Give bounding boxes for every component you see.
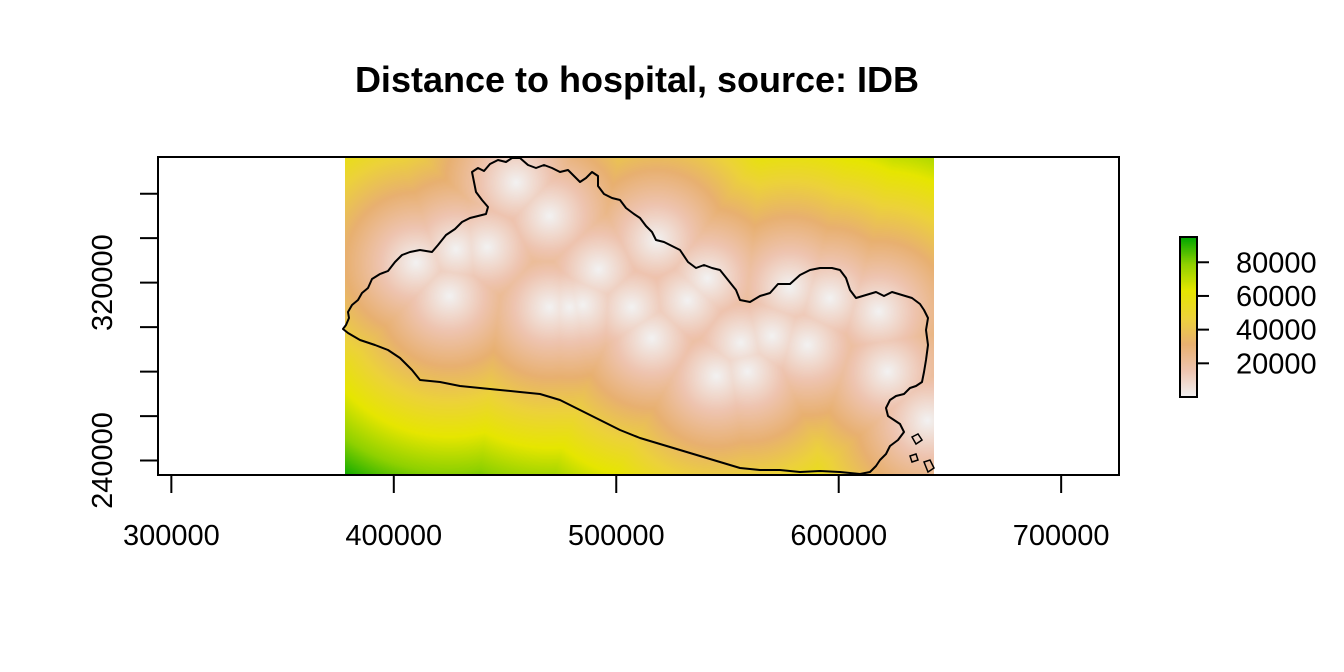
legend-color-step: [1180, 339, 1197, 342]
legend-color-step: [1180, 307, 1197, 310]
legend-color-step: [1180, 323, 1197, 326]
y-tick-label: 320000: [87, 234, 119, 331]
legend-color-step: [1180, 251, 1197, 254]
y-axis: 240000 320000: [87, 192, 159, 509]
legend-color-step: [1180, 319, 1197, 322]
x-tick-label: 400000: [345, 520, 442, 552]
legend-color-step: [1180, 247, 1197, 250]
legend-color-step: [1180, 393, 1197, 396]
legend-color-step: [1180, 341, 1197, 344]
legend-color-step: [1180, 243, 1197, 246]
legend-color-step: [1180, 299, 1197, 302]
legend-tick-label: 20000: [1236, 348, 1317, 380]
legend-color-step: [1180, 271, 1197, 274]
y-tick-label: 240000: [87, 412, 119, 509]
legend-color-step: [1180, 387, 1197, 390]
legend-color-step: [1180, 359, 1197, 362]
legend-color-step: [1180, 301, 1197, 304]
legend-color-step: [1180, 291, 1197, 294]
legend-color-step: [1180, 277, 1197, 280]
distance-raster-image: [345, 157, 934, 475]
legend-color-step: [1180, 355, 1197, 358]
legend-color-step: [1180, 391, 1197, 394]
legend-color-step: [1180, 289, 1197, 292]
legend-color-step: [1180, 357, 1197, 360]
legend-color-step: [1180, 295, 1197, 298]
legend-color-step: [1180, 383, 1197, 386]
chart-title: Distance to hospital, source: IDB: [355, 59, 919, 100]
legend-color-step: [1180, 257, 1197, 260]
legend-color-step: [1180, 365, 1197, 368]
legend-tick-label: 60000: [1236, 281, 1317, 313]
legend-color-step: [1180, 327, 1197, 330]
legend-color-step: [1180, 329, 1197, 332]
legend-color-step: [1180, 343, 1197, 346]
legend-color-step: [1180, 255, 1197, 258]
legend-color-step: [1180, 363, 1197, 366]
legend-color-step: [1180, 381, 1197, 384]
legend-color-step: [1180, 379, 1197, 382]
legend-color-step: [1180, 309, 1197, 312]
legend-color-step: [1180, 347, 1197, 350]
legend-color-step: [1180, 287, 1197, 290]
legend-color-step: [1180, 237, 1197, 240]
legend-color-step: [1180, 331, 1197, 334]
country-border: [342, 157, 935, 475]
legend-color-step: [1180, 313, 1197, 316]
x-tick-label: 500000: [568, 520, 665, 552]
legend-color-step: [1180, 337, 1197, 340]
x-tick-label: 300000: [123, 520, 220, 552]
legend-color-step: [1180, 269, 1197, 272]
x-tick-label: 700000: [1013, 520, 1110, 552]
legend-color-step: [1180, 303, 1197, 306]
legend-color-step: [1180, 333, 1197, 336]
legend-tick-label: 40000: [1236, 315, 1317, 347]
legend-color-step: [1180, 273, 1197, 276]
x-axis: 300000 400000 500000 600000 700000: [123, 474, 1110, 552]
legend-color-step: [1180, 321, 1197, 324]
legend-color-step: [1180, 241, 1197, 244]
legend-color-step: [1180, 369, 1197, 372]
legend-color-step: [1180, 349, 1197, 352]
legend-color-step: [1180, 317, 1197, 320]
legend-color-step: [1180, 345, 1197, 348]
legend-tick-label: 80000: [1236, 247, 1317, 279]
legend-color-step: [1180, 249, 1197, 252]
legend-color-step: [1180, 361, 1197, 364]
x-tick-label: 600000: [790, 520, 887, 552]
legend-color-step: [1180, 389, 1197, 392]
legend-color-step: [1180, 367, 1197, 370]
legend-color-step: [1180, 259, 1197, 262]
legend-color-step: [1180, 373, 1197, 376]
legend-color-step: [1180, 385, 1197, 388]
legend-color-step: [1180, 293, 1197, 296]
legend-color-step: [1180, 353, 1197, 356]
legend-color-step: [1180, 275, 1197, 278]
legend-color-step: [1180, 371, 1197, 374]
legend-color-step: [1180, 253, 1197, 256]
legend-color-step: [1180, 315, 1197, 318]
legend-color-step: [1180, 265, 1197, 268]
legend-frame: [1179, 236, 1198, 398]
legend-color-step: [1180, 325, 1197, 328]
legend-color-step: [1180, 279, 1197, 282]
legend-color-step: [1180, 351, 1197, 354]
legend-color-step: [1180, 283, 1197, 286]
legend-color-step: [1180, 281, 1197, 284]
legend-color-step: [1180, 263, 1197, 266]
legend-color-step: [1180, 285, 1197, 288]
legend-color-step: [1180, 261, 1197, 264]
legend-color-step: [1180, 311, 1197, 314]
legend-color-step: [1180, 245, 1197, 248]
legend-color-step: [1180, 375, 1197, 378]
legend-color-step: [1180, 239, 1197, 242]
legend-color-step: [1180, 297, 1197, 300]
distance-raster: [345, 157, 934, 475]
legend-color-step: [1180, 305, 1197, 308]
legend-color-step: [1180, 377, 1197, 380]
legend-color-step: [1180, 267, 1197, 270]
legend-color-step: [1180, 335, 1197, 338]
